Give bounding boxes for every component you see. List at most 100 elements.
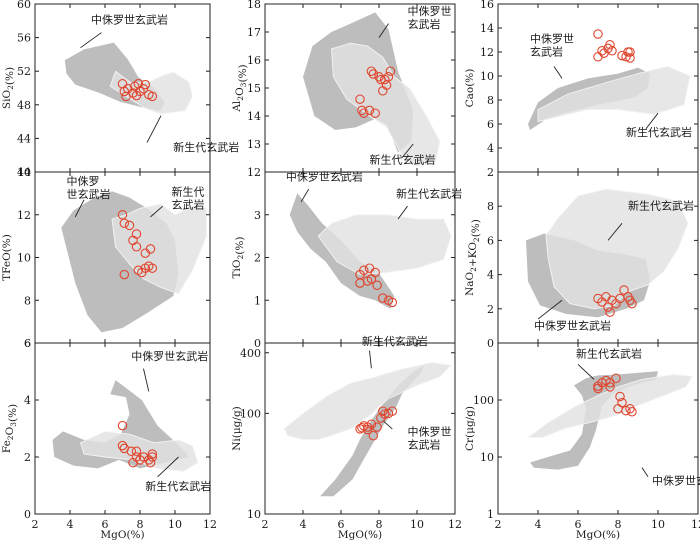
leader-middle-jurassic xyxy=(553,66,563,79)
fields-sio2 xyxy=(64,42,193,115)
x-tick-label: 4 xyxy=(67,518,74,531)
y-tick-label: 6 xyxy=(487,118,494,131)
data-point xyxy=(147,91,158,102)
leader-cenozoic xyxy=(157,456,179,478)
x-tick-label: 12 xyxy=(691,518,700,531)
data-point xyxy=(597,46,607,56)
y-tick-label: 16 xyxy=(480,0,494,11)
data-point xyxy=(117,420,128,431)
y-tick-label: 12 xyxy=(480,46,494,59)
label-middle-jurassic: 中侏罗世玄武岩 xyxy=(652,473,700,487)
data-point xyxy=(611,373,621,384)
label-middle-jurassic: 中侏罗世玄武岩 xyxy=(286,170,363,184)
y-axis-title: Cr(μg/g) xyxy=(464,406,476,451)
data-point xyxy=(138,84,149,94)
y-tick-label: 100 xyxy=(473,394,494,407)
data-point xyxy=(140,79,151,90)
data-point xyxy=(147,263,158,273)
data-point xyxy=(359,108,369,118)
label-middle-jurassic: 中侏罗世玄武岩 xyxy=(131,349,208,363)
fields-tio2 xyxy=(289,193,452,309)
data-point xyxy=(625,404,635,414)
data-point xyxy=(593,381,603,391)
x-tick-label: 4 xyxy=(300,518,307,531)
field-cenozoic xyxy=(112,204,207,294)
data-point xyxy=(378,406,388,416)
data-point xyxy=(357,422,367,433)
y-tick-label: 0 xyxy=(24,508,31,521)
y-tick-label: 4 xyxy=(24,394,31,407)
data-point xyxy=(362,424,373,435)
leader-cenozoic xyxy=(146,115,162,143)
data-point xyxy=(605,307,615,317)
data-point xyxy=(625,53,635,63)
y-tick-label: 56 xyxy=(17,32,31,45)
leader-middle-jurassic xyxy=(80,32,102,49)
x-tick-label: 8 xyxy=(137,518,144,531)
fields-al2o3 xyxy=(303,12,441,167)
data-point xyxy=(357,105,367,116)
data-point xyxy=(124,220,135,231)
leader-cenozoic xyxy=(645,112,659,130)
data-point xyxy=(619,285,629,295)
label-cenozoic: 新生代玄武岩 xyxy=(370,153,436,167)
label-cenozoic: 新生代玄武岩 xyxy=(626,125,692,139)
fields-cao xyxy=(528,65,691,130)
leader-cenozoic xyxy=(577,364,595,380)
y-tick-label: 6 xyxy=(24,337,31,350)
y-tick-label: 1 xyxy=(254,294,261,307)
y-tick-label: 10 xyxy=(247,508,261,521)
field-cenozoic-outline xyxy=(109,70,193,115)
field-cenozoic xyxy=(528,374,692,438)
leader-middle-jurassic xyxy=(537,299,563,320)
fields-na2o_k2o xyxy=(526,188,689,318)
x-tick-label: 2 xyxy=(32,518,39,531)
y-tick-label: 18 xyxy=(247,0,261,11)
panel-ni: 10 100 400 2 4 6 8 10 12 Ni(μg/g) MgO(%) 中侏罗世玄武岩 新生代… xyxy=(231,334,462,541)
y-axis-title: SiO2(%) xyxy=(1,67,16,109)
data-point xyxy=(370,267,380,278)
y-tick-label: 400 xyxy=(240,347,261,360)
data-point xyxy=(607,46,617,56)
field-cenozoic-outline xyxy=(545,188,689,310)
data-point xyxy=(378,293,388,303)
x-tick-label: 6 xyxy=(102,518,109,531)
x-tick-label: 8 xyxy=(376,518,383,531)
data-point xyxy=(387,297,398,308)
fields-ni xyxy=(283,362,453,497)
fields-tfeo xyxy=(61,191,207,333)
label-middle-jurassic-line1: 中侏罗世 xyxy=(530,32,574,45)
y-tick-label: 2 xyxy=(487,166,494,179)
y-tick-label: 12 xyxy=(247,166,261,179)
field-cenozoic-outline xyxy=(79,430,199,472)
data-point xyxy=(605,378,615,388)
y-tick-label: 4 xyxy=(487,269,494,282)
y-tick-label: 10 xyxy=(480,451,494,464)
x-axis-title: MgO(%) xyxy=(338,529,382,541)
x-tick-label: 10 xyxy=(168,518,182,531)
data-point xyxy=(359,265,369,276)
y-axis-title: Cao(%) xyxy=(464,69,476,108)
data-point xyxy=(627,298,637,309)
x-tick-label: 2 xyxy=(262,518,269,531)
y-tick-label: 40 xyxy=(17,166,31,179)
y-tick-label: 44 xyxy=(17,132,31,145)
leader-cenozoic xyxy=(397,205,408,220)
label-middle-jurassic-line2: 玄武岩 xyxy=(408,17,441,31)
data-point xyxy=(145,457,156,468)
y-tick-label: 52 xyxy=(17,65,31,78)
x-tick-label: 8 xyxy=(615,518,622,531)
data-point xyxy=(372,422,382,432)
y-tick-label: 14 xyxy=(480,22,494,35)
leader-middle-jurassic xyxy=(300,188,310,203)
data-point xyxy=(126,446,137,457)
data-point xyxy=(364,105,375,116)
x-axis-title: MgO(%) xyxy=(100,529,144,541)
x-tick-label: 6 xyxy=(575,518,582,531)
data-point xyxy=(627,407,637,417)
data-point xyxy=(374,72,384,82)
